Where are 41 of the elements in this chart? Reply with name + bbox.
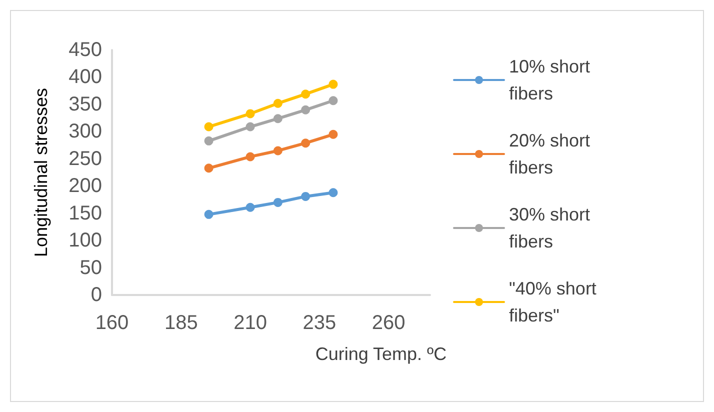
legend-label: "40% short fibers" [509, 278, 602, 326]
y-tick-label: 200 [68, 175, 102, 198]
x-tick-label: 185 [164, 312, 198, 334]
x-tick-label: 210 [234, 312, 267, 334]
point [328, 188, 338, 198]
y-tick-label: 400 [68, 66, 102, 88]
point [301, 105, 310, 114]
point [328, 130, 338, 139]
y-tick-label: 0 [90, 284, 102, 306]
y-tick-label: 50 [80, 256, 102, 279]
point [204, 164, 214, 173]
y-tick-label: 150 [68, 202, 102, 224]
y-tick-label: 100 [68, 230, 102, 252]
y-tick-label: 450 [68, 39, 102, 61]
point [204, 136, 214, 146]
point [273, 146, 282, 156]
point [204, 210, 214, 219]
point [328, 96, 338, 106]
legend-label: 10% short fibers [509, 56, 596, 104]
point [246, 152, 255, 162]
point [301, 138, 310, 148]
x-tick-label: 235 [302, 312, 336, 334]
point [273, 198, 282, 207]
point [246, 109, 255, 118]
y-axis-title: Longitudinal stresses [31, 88, 51, 258]
y-tick-label: 250 [68, 148, 102, 170]
point [204, 122, 214, 132]
point [301, 192, 310, 201]
x-axis-title: Curing Temp. ºC [315, 344, 447, 364]
legend-label: 20% short fibers [509, 130, 596, 178]
y-tick-label: 350 [68, 93, 102, 116]
point [246, 122, 255, 132]
point [273, 114, 282, 124]
point [301, 90, 310, 99]
point [246, 202, 255, 212]
x-tick-label: 260 [372, 312, 406, 334]
legend-label: 30% short fibers [509, 204, 596, 252]
x-tick-label: 160 [95, 312, 129, 334]
point [273, 98, 282, 108]
y-tick-label: 300 [68, 120, 102, 143]
point [328, 80, 338, 89]
